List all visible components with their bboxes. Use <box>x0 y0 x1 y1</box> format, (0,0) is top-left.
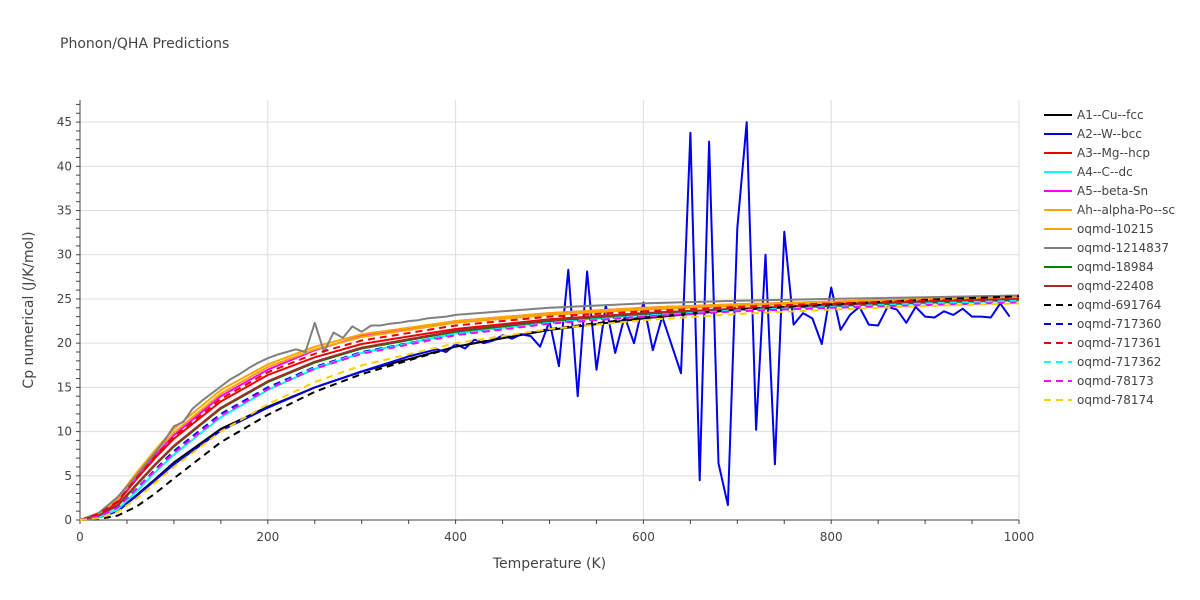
x-tick-label: 400 <box>444 530 467 544</box>
legend-item-oqmd-717362[interactable]: oqmd-717362 <box>1044 355 1161 369</box>
legend-label: oqmd-18984 <box>1077 260 1154 274</box>
legend-label: A1--Cu--fcc <box>1077 108 1144 122</box>
series-line-oqmd-18984 <box>79 298 1020 521</box>
x-tick-label: 0 <box>76 530 84 544</box>
series-line-oqmd-717362 <box>79 299 1020 521</box>
legend-item-oqmd-717360[interactable]: oqmd-717360 <box>1044 317 1161 331</box>
legend-item-a1-cu-fcc[interactable]: A1--Cu--fcc <box>1044 108 1144 122</box>
legend-label: oqmd-10215 <box>1077 222 1154 236</box>
legend-item-oqmd-10215[interactable]: oqmd-10215 <box>1044 222 1154 236</box>
legend-item-ah-alpha-po-sc[interactable]: Ah--alpha-Po--sc <box>1044 203 1175 217</box>
series-line-oqmd-78173 <box>79 301 1020 521</box>
y-tick-label: 20 <box>57 336 72 350</box>
series-line-oqmd-1214837 <box>79 294 1020 521</box>
legend-item-oqmd-78174[interactable]: oqmd-78174 <box>1044 393 1154 407</box>
series-line-oqmd-691764 <box>79 295 1020 521</box>
series-line-oqmd-717361 <box>79 297 1020 521</box>
series-layer <box>79 121 1020 521</box>
x-tick-label: 200 <box>256 530 279 544</box>
legend-label: A5--beta-Sn <box>1077 184 1148 198</box>
x-tick-label: 800 <box>820 530 843 544</box>
legend-label: A4--C--dc <box>1077 165 1133 179</box>
series-line-oqmd-717360 <box>79 299 1020 521</box>
legend-item-oqmd-22408[interactable]: oqmd-22408 <box>1044 279 1154 293</box>
axis-layer: 0 200 400 600 800 1000 0 5 10 15 20 25 30 35 40 45 <box>57 100 1035 544</box>
legend-label: oqmd-717362 <box>1077 355 1161 369</box>
legend-item-oqmd-1214837[interactable]: oqmd-1214837 <box>1044 241 1169 255</box>
legend-item-oqmd-18984[interactable]: oqmd-18984 <box>1044 260 1154 274</box>
grid-layer <box>80 100 1020 520</box>
legend-label: A2--W--bcc <box>1077 127 1142 141</box>
legend-item-oqmd-717361[interactable]: oqmd-717361 <box>1044 336 1161 350</box>
y-tick-label: 40 <box>57 159 72 173</box>
y-tick-label: 30 <box>57 248 72 262</box>
legend-item-a5-beta-sn[interactable]: A5--beta-Sn <box>1044 184 1148 198</box>
x-tick-label: 1000 <box>1004 530 1035 544</box>
legend-label: oqmd-717361 <box>1077 336 1161 350</box>
legend-label: oqmd-691764 <box>1077 298 1161 312</box>
y-tick-label: 10 <box>57 425 72 439</box>
legend-item-a4-c-dc[interactable]: A4--C--dc <box>1044 165 1133 179</box>
legend-label: oqmd-22408 <box>1077 279 1154 293</box>
series-line-a2-w-bcc <box>79 121 1011 521</box>
y-tick-label: 15 <box>57 380 72 394</box>
legend-item-a2-w-bcc[interactable]: A2--W--bcc <box>1044 127 1142 141</box>
legend-label: oqmd-1214837 <box>1077 241 1169 255</box>
y-tick-label: 5 <box>64 469 72 483</box>
series-line-a3-mg-hcp <box>79 298 1020 521</box>
y-tick-label: 45 <box>57 115 72 129</box>
series-line-a4-c-dc <box>79 299 1020 521</box>
legend-item-oqmd-78173[interactable]: oqmd-78173 <box>1044 374 1154 388</box>
legend[interactable]: A1--Cu--fcc A2--W--bcc A3--Mg--hcp A4--C--d… <box>1044 108 1175 407</box>
y-axis-title: Cp numerical (J/K/mol) <box>21 231 37 388</box>
x-axis-title: Temperature (K) <box>492 556 606 572</box>
y-tick-label: 35 <box>57 204 72 218</box>
legend-item-a3-mg-hcp[interactable]: A3--Mg--hcp <box>1044 146 1150 160</box>
series-line-oqmd-78174 <box>79 302 1020 521</box>
legend-item-oqmd-691764[interactable]: oqmd-691764 <box>1044 298 1161 312</box>
chart-title: Phonon/QHA Predictions <box>60 36 230 52</box>
legend-label: oqmd-717360 <box>1077 317 1161 331</box>
y-tick-label: 0 <box>64 513 72 527</box>
legend-label: oqmd-78174 <box>1077 393 1154 407</box>
legend-label: A3--Mg--hcp <box>1077 146 1150 160</box>
x-tick-label: 600 <box>632 530 655 544</box>
y-tick-label: 25 <box>57 292 72 306</box>
legend-label: oqmd-78173 <box>1077 374 1154 388</box>
legend-label: Ah--alpha-Po--sc <box>1077 203 1175 217</box>
